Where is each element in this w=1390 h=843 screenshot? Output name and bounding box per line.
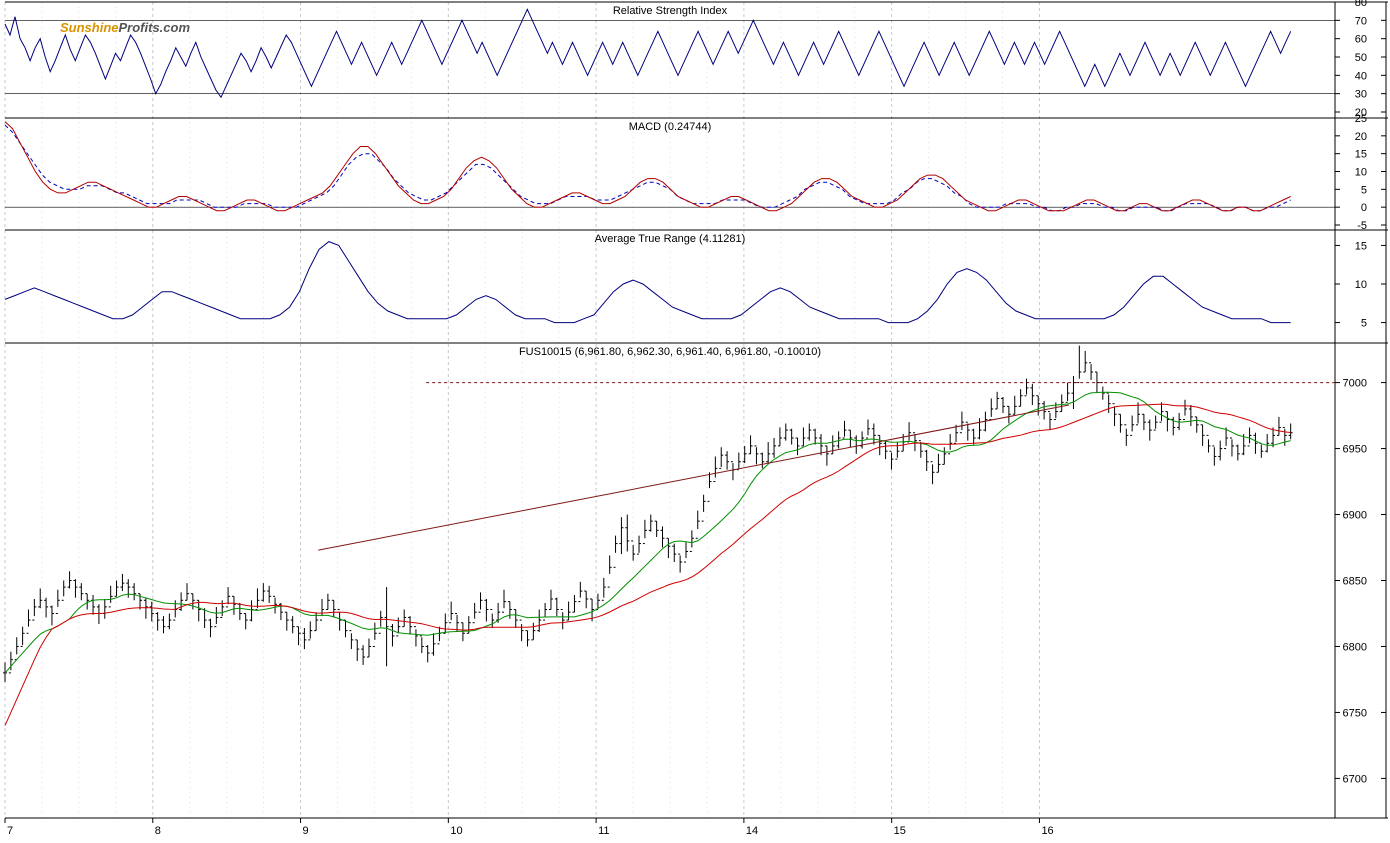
svg-text:15: 15: [1355, 240, 1367, 252]
svg-text:6800: 6800: [1343, 641, 1367, 653]
svg-text:60: 60: [1355, 34, 1367, 46]
svg-text:6900: 6900: [1343, 510, 1367, 522]
svg-text:FUS10015 (6,961.80, 6,962.30,: FUS10015 (6,961.80, 6,962.30, 6,961.40, …: [519, 346, 821, 358]
svg-text:10: 10: [1355, 279, 1367, 291]
svg-text:14: 14: [746, 825, 758, 837]
svg-text:80: 80: [1355, 0, 1367, 9]
svg-text:11: 11: [598, 825, 609, 837]
svg-text:70: 70: [1355, 15, 1367, 27]
svg-text:Relative Strength Index: Relative Strength Index: [613, 5, 728, 17]
chart-container: 789101114151620304050607080Relative Stre…: [0, 0, 1390, 843]
svg-text:10: 10: [450, 825, 462, 837]
svg-text:15: 15: [1355, 149, 1367, 161]
svg-text:15: 15: [894, 825, 906, 837]
svg-text:16: 16: [1041, 825, 1053, 837]
svg-text:MACD (0.24744): MACD (0.24744): [629, 121, 712, 133]
svg-text:-5: -5: [1357, 220, 1367, 232]
svg-text:50: 50: [1355, 52, 1367, 64]
svg-text:0: 0: [1361, 202, 1367, 214]
svg-text:6850: 6850: [1343, 576, 1367, 588]
svg-text:9: 9: [303, 825, 309, 837]
svg-text:10: 10: [1355, 167, 1367, 179]
svg-text:30: 30: [1355, 89, 1367, 101]
svg-text:8: 8: [155, 825, 161, 837]
svg-text:SunshineProfits.com: SunshineProfits.com: [60, 20, 190, 35]
svg-text:5: 5: [1361, 318, 1367, 330]
svg-text:5: 5: [1361, 184, 1367, 196]
svg-text:6700: 6700: [1343, 773, 1367, 785]
svg-text:7000: 7000: [1343, 378, 1367, 390]
chart-svg: 789101114151620304050607080Relative Stre…: [0, 0, 1390, 843]
svg-text:Average True Range (4.11281): Average True Range (4.11281): [595, 233, 746, 245]
svg-text:20: 20: [1355, 131, 1367, 143]
svg-text:25: 25: [1355, 113, 1367, 125]
svg-text:6750: 6750: [1343, 707, 1367, 719]
svg-text:6950: 6950: [1343, 444, 1367, 456]
svg-text:40: 40: [1355, 70, 1367, 82]
svg-text:7: 7: [7, 825, 13, 837]
